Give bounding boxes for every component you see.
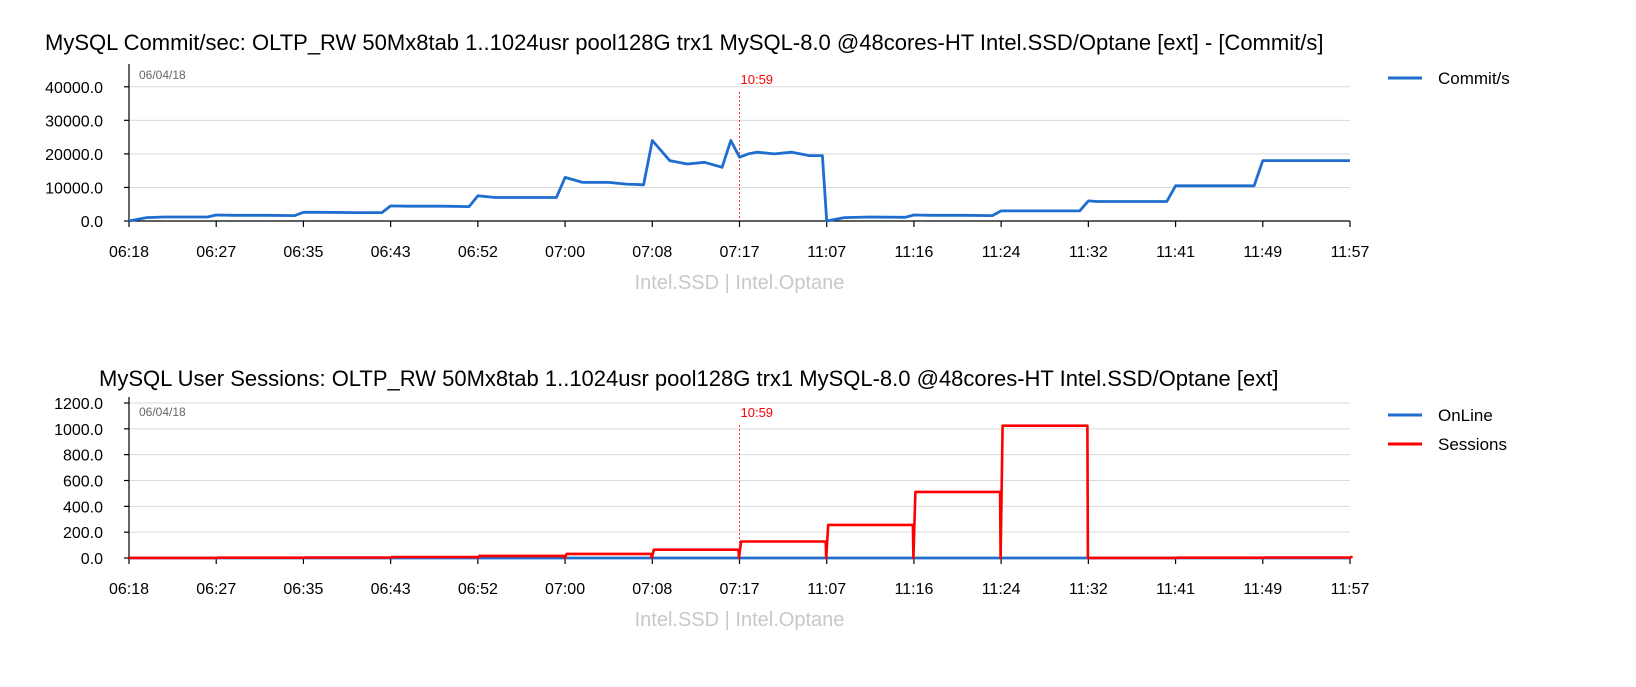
y-tick-label: 1000.0 bbox=[54, 422, 103, 439]
x-tick-label: 06:43 bbox=[371, 244, 411, 261]
x-tick-label: 07:00 bbox=[545, 244, 585, 261]
x-tick-label: 06:18 bbox=[109, 581, 149, 598]
x-tick-label: 07:17 bbox=[719, 244, 759, 261]
x-tick-label: 07:08 bbox=[632, 244, 672, 261]
chart-panel-2: MySQL User Sessions: OLTP_RW 50Mx8tab 1.… bbox=[54, 366, 1507, 631]
x-axis-label: Intel.SSD | Intel.Optane bbox=[635, 272, 845, 294]
x-tick-label: 06:52 bbox=[458, 244, 498, 261]
x-tick-label: 11:49 bbox=[1243, 244, 1282, 261]
x-tick-label: 11:16 bbox=[894, 581, 933, 598]
time-marker-label: 10:59 bbox=[741, 72, 774, 87]
x-tick-label: 06:27 bbox=[196, 581, 236, 598]
chart-title: MySQL Commit/sec: OLTP_RW 50Mx8tab 1..10… bbox=[45, 30, 1323, 55]
x-tick-label: 11:24 bbox=[982, 244, 1021, 261]
x-tick-label: 11:57 bbox=[1331, 244, 1370, 261]
x-tick-label: 07:08 bbox=[632, 581, 672, 598]
y-tick-label: 10000.0 bbox=[45, 180, 103, 197]
x-tick-label: 11:07 bbox=[807, 581, 846, 598]
series-line-commit-s bbox=[128, 139, 1350, 223]
x-tick-label: 07:17 bbox=[719, 581, 759, 598]
x-tick-label: 11:07 bbox=[807, 244, 846, 261]
x-tick-label: 06:27 bbox=[196, 244, 236, 261]
x-tick-label: 06:35 bbox=[283, 244, 323, 261]
x-tick-label: 06:35 bbox=[283, 581, 323, 598]
x-tick-label: 11:24 bbox=[982, 581, 1021, 598]
time-marker-label: 10:59 bbox=[741, 405, 774, 420]
x-tick-label: 11:16 bbox=[894, 244, 933, 261]
legend-entry: OnLine bbox=[1438, 406, 1493, 425]
date-label: 06/04/18 bbox=[139, 405, 186, 419]
x-tick-label: 06:43 bbox=[371, 581, 411, 598]
x-tick-label: 06:18 bbox=[109, 244, 149, 261]
chart-panel-1: MySQL Commit/sec: OLTP_RW 50Mx8tab 1..10… bbox=[45, 30, 1510, 294]
x-tick-label: 11:49 bbox=[1243, 581, 1282, 598]
x-tick-label: 07:00 bbox=[545, 581, 585, 598]
y-tick-label: 0.0 bbox=[81, 214, 103, 231]
x-tick-label: 11:32 bbox=[1069, 581, 1108, 598]
legend-entry: Commit/s bbox=[1438, 69, 1510, 88]
date-label: 06/04/18 bbox=[139, 68, 186, 82]
y-tick-label: 200.0 bbox=[63, 525, 103, 542]
legend-entry: Sessions bbox=[1438, 435, 1507, 454]
chart-title: MySQL User Sessions: OLTP_RW 50Mx8tab 1.… bbox=[99, 366, 1278, 391]
x-tick-label: 11:41 bbox=[1156, 581, 1195, 598]
x-tick-label: 11:57 bbox=[1331, 581, 1370, 598]
y-tick-label: 20000.0 bbox=[45, 147, 103, 164]
y-tick-label: 800.0 bbox=[63, 448, 103, 465]
series-line-sessions bbox=[129, 424, 1353, 560]
y-tick-label: 40000.0 bbox=[45, 80, 103, 97]
y-tick-label: 0.0 bbox=[81, 551, 103, 568]
y-tick-label: 400.0 bbox=[63, 499, 103, 516]
x-tick-label: 06:52 bbox=[458, 581, 498, 598]
y-tick-label: 1200.0 bbox=[54, 396, 103, 413]
x-axis-label: Intel.SSD | Intel.Optane bbox=[635, 609, 845, 631]
x-tick-label: 11:41 bbox=[1156, 244, 1195, 261]
y-tick-label: 30000.0 bbox=[45, 113, 103, 130]
y-tick-label: 600.0 bbox=[63, 474, 103, 491]
x-tick-label: 11:32 bbox=[1069, 244, 1108, 261]
